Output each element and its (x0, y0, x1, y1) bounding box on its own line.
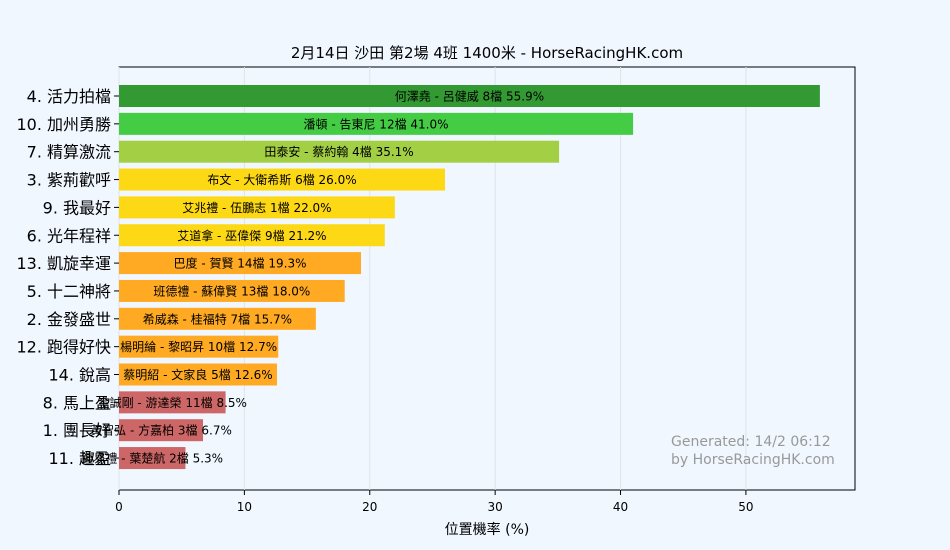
y-tick-label: 8. 馬上盈 (43, 393, 111, 412)
y-tick-label: 2. 金發盛世 (27, 310, 111, 329)
y-tick-label: 12. 跑得好快 (16, 338, 111, 357)
bar (119, 85, 820, 107)
y-tick-label: 3. 紫荊歡呼 (27, 171, 111, 190)
bar-data-label: 黃智弘 - 方嘉柏 3檔 6.7% (90, 423, 232, 438)
chart-title: 2月14日 沙田 第2場 4班 1400米 - HorseRacingHK.co… (291, 44, 683, 62)
bar-data-label: 蔡明紹 - 文家良 5檔 12.6% (123, 367, 272, 382)
y-tick-label: 14. 銳高 (48, 366, 111, 385)
bar (119, 447, 186, 470)
bars (119, 85, 820, 470)
bar-data-label: 田泰安 - 蔡約翰 4檔 35.1% (264, 144, 413, 159)
bar-labels: 何澤堯 - 呂健威 8檔 55.9% 潘頓 - 告東尼 12檔 41.0% 田泰安 … (81, 90, 544, 466)
bar-data-label: 楊明綸 - 黎昭昇 10檔 12.7% (120, 339, 277, 354)
x-tick-labels: 0 10 20 30 40 50 (115, 490, 754, 514)
bar-data-label: 巴度 - 賀賢 14檔 19.3% (174, 256, 307, 271)
bar (119, 391, 226, 414)
watermark-site: by HorseRacingHK.com (671, 452, 835, 468)
bar (119, 112, 634, 135)
y-tick-label: 4. 活力拍檔 (27, 87, 111, 106)
x-axis-label: 位置機率 (%) (445, 521, 530, 538)
y-tick-labels: 4. 活力拍檔 10. 加州勇勝 7. 精算激流 3. 紫荊歡呼 9. 我最好 6. 光年… (16, 87, 119, 468)
bar-data-label: 艾兆禮 - 伍鵬志 1檔 22.0% (182, 201, 331, 215)
y-tick-label: 7. 精算激流 (27, 143, 111, 162)
x-tick-label: 10 (237, 500, 252, 514)
bar (119, 419, 204, 442)
y-tick-label: 10. 加州勇勝 (16, 115, 111, 134)
bar-data-label: 金誠剛 - 游達榮 11檔 8.5% (98, 395, 247, 410)
y-tick-label: 11. 趣盈 (48, 449, 111, 468)
bar (119, 168, 445, 191)
x-tick-label: 0 (115, 500, 123, 514)
x-tick-label: 50 (738, 500, 753, 514)
y-tick-label: 5. 十二神將 (27, 282, 111, 301)
y-tick-label: 9. 我最好 (43, 198, 111, 217)
bar-data-label: 布文 - 大衛希斯 6檔 26.0% (207, 172, 356, 187)
bar (119, 307, 316, 330)
x-tick-label: 40 (613, 500, 628, 514)
x-tick-label: 20 (362, 500, 377, 514)
bar-data-label: 班德禮 - 蘇偉賢 13檔 18.0% (153, 283, 310, 298)
bar-data-label: 希威森 - 桂福特 7檔 15.7% (143, 311, 292, 326)
plot-area (118, 66, 856, 491)
y-tick-label: 6. 光年程祥 (27, 226, 111, 245)
x-tick-label: 30 (488, 500, 503, 514)
y-tick-label: 1. 團長好 (43, 421, 111, 440)
watermark-generated: Generated: 14/2 06:12 (671, 434, 831, 450)
bar (119, 252, 361, 275)
bar (119, 279, 345, 302)
bar (119, 224, 385, 247)
bar (119, 196, 395, 219)
bar (119, 140, 560, 163)
bar-data-label: 何澤堯 - 呂健威 8檔 55.9% (395, 90, 544, 104)
bar-data-label: 艾道拿 - 巫偉傑 9檔 21.2% (177, 228, 326, 243)
bar-data-label: 潘頓 - 告東尼 12檔 41.0% (304, 117, 449, 131)
y-tick-label: 13. 凱旋幸運 (16, 254, 111, 273)
bar (119, 335, 279, 358)
bar-data-label: 鍾易禮 - 葉楚航 2檔 5.3% (81, 451, 223, 466)
bar (119, 363, 277, 386)
